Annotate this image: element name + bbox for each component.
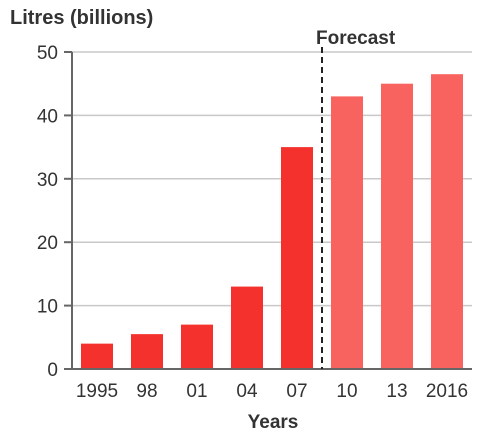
x-tick-label: 2016 — [426, 381, 468, 402]
x-tick-label: 13 — [386, 381, 407, 402]
x-tick-label: 98 — [136, 381, 157, 402]
bar — [181, 324, 213, 369]
y-axis-title: Litres (billions) — [10, 7, 153, 29]
x-axis-title: Years — [248, 412, 299, 433]
x-tick-label: 04 — [236, 381, 258, 402]
x-tick-label: 07 — [286, 381, 307, 402]
y-tick-label: 30 — [37, 170, 58, 191]
x-tick-label: 10 — [336, 381, 357, 402]
bar — [131, 334, 163, 369]
bar — [281, 147, 313, 369]
forecast-label: Forecast — [316, 28, 396, 49]
x-tick-label: 01 — [186, 381, 207, 402]
bar — [231, 286, 263, 369]
y-tick-label: 20 — [37, 233, 58, 254]
y-tick-label: 0 — [47, 360, 58, 381]
forecast-bar — [381, 83, 413, 369]
y-tick-label: 40 — [37, 106, 58, 127]
forecast-bar — [331, 96, 363, 369]
bar — [81, 343, 113, 369]
x-tick-label: 1995 — [76, 381, 118, 402]
y-tick-label: 10 — [37, 297, 58, 318]
forecast-bar — [431, 74, 463, 369]
y-tick-label: 50 — [37, 43, 58, 64]
